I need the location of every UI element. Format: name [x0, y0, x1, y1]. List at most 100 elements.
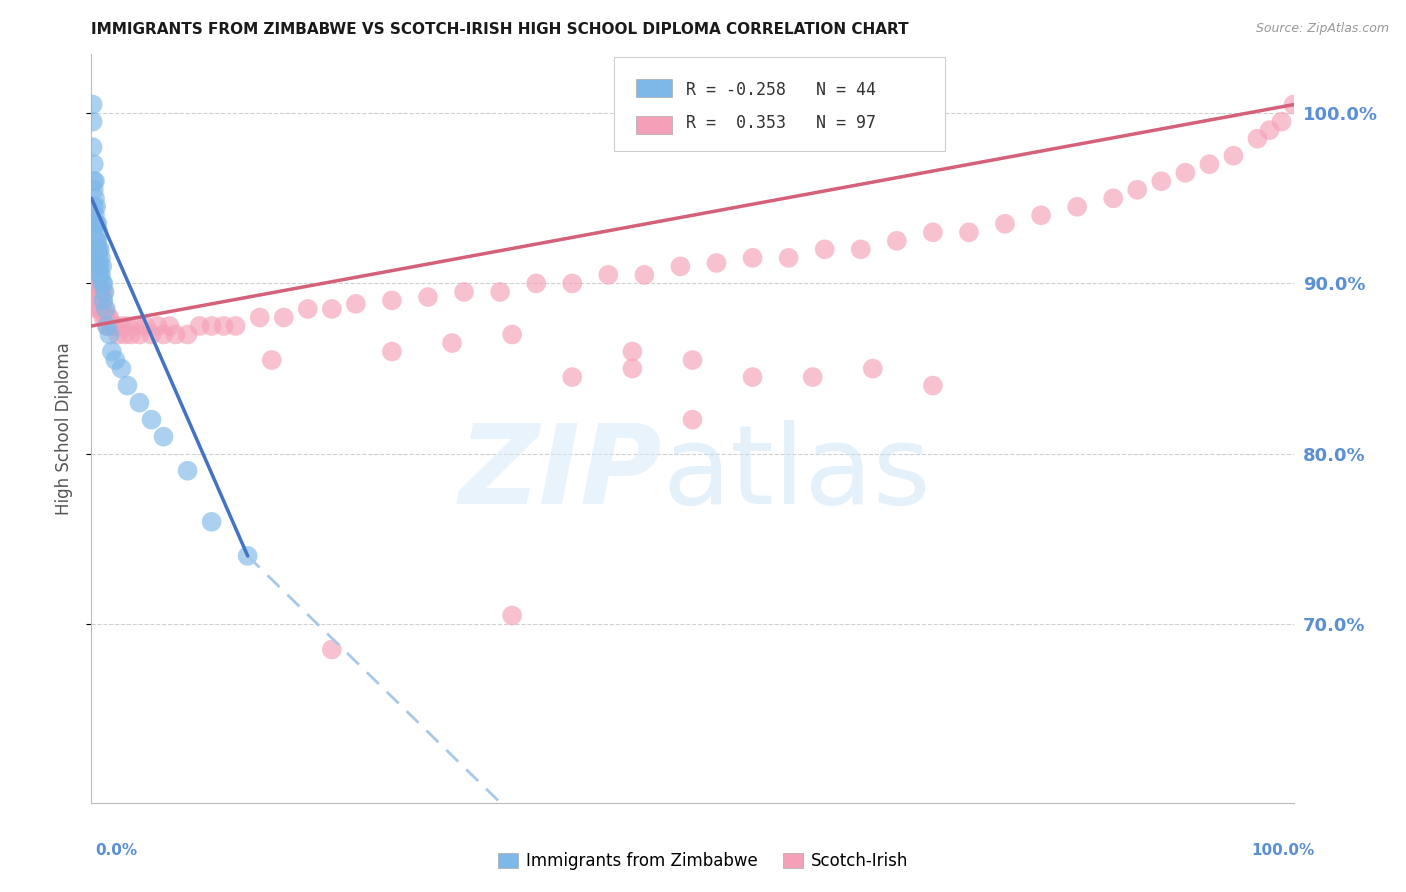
Point [82, 140, 104, 154]
Point [84, 268, 107, 282]
Point [849, 243, 872, 257]
Point [141, 412, 163, 426]
Point [90, 285, 112, 299]
Point [83, 174, 105, 188]
Point [82, 97, 104, 112]
Point [176, 327, 198, 342]
Point [101, 344, 124, 359]
Point [84, 234, 107, 248]
Point [96, 318, 118, 333]
Point [90, 301, 112, 316]
Point [501, 608, 523, 623]
Point [273, 310, 295, 325]
Point [381, 344, 404, 359]
Point [93, 285, 115, 299]
Point [98, 310, 121, 325]
Point [128, 395, 150, 409]
Point [1066, 200, 1088, 214]
Point [1102, 191, 1125, 205]
Point [96, 318, 118, 333]
Point [201, 515, 224, 529]
Point [107, 327, 129, 342]
Point [114, 327, 136, 342]
Point [236, 549, 259, 563]
Point [1222, 149, 1244, 163]
Point [93, 277, 115, 291]
Point [93, 301, 115, 316]
Point [681, 353, 703, 368]
Point [83, 200, 105, 214]
Point [886, 234, 908, 248]
Point [94, 310, 117, 325]
Point [91, 293, 114, 308]
Y-axis label: High School Diploma: High School Diploma [55, 342, 73, 515]
Point [1246, 131, 1268, 145]
Point [86, 234, 108, 248]
Point [84, 174, 107, 188]
Point [82, 114, 104, 128]
Point [97, 310, 120, 325]
Point [84, 191, 107, 205]
Point [249, 310, 271, 325]
Point [489, 285, 512, 299]
Point [1126, 183, 1149, 197]
Point [100, 318, 122, 333]
Point [1174, 166, 1197, 180]
Point [225, 318, 247, 333]
Point [104, 318, 127, 333]
Point [87, 260, 110, 274]
Point [86, 285, 108, 299]
Point [89, 243, 111, 257]
Point [165, 327, 187, 342]
Point [501, 327, 523, 342]
Point [110, 361, 132, 376]
Point [91, 277, 114, 291]
Point [128, 327, 150, 342]
Point [1150, 174, 1173, 188]
Point [87, 225, 110, 239]
Point [1258, 123, 1281, 137]
Point [176, 464, 198, 478]
Point [117, 378, 139, 392]
Point [598, 268, 620, 282]
Text: IMMIGRANTS FROM ZIMBABWE VS SCOTCH-IRISH HIGH SCHOOL DIPLOMA CORRELATION CHART: IMMIGRANTS FROM ZIMBABWE VS SCOTCH-IRISH… [91, 22, 910, 37]
Point [82, 268, 104, 282]
Point [801, 370, 824, 384]
Point [621, 361, 644, 376]
Point [87, 277, 110, 291]
Text: R = -0.258   N = 44: R = -0.258 N = 44 [686, 81, 876, 99]
Point [134, 318, 156, 333]
Point [416, 290, 439, 304]
FancyBboxPatch shape [614, 57, 945, 151]
Point [141, 327, 163, 342]
Point [741, 251, 763, 265]
Point [83, 157, 105, 171]
Point [83, 260, 105, 274]
Point [87, 293, 110, 308]
Point [98, 327, 121, 342]
Point [87, 243, 110, 257]
Point [90, 268, 112, 282]
Point [84, 277, 107, 291]
Point [1282, 97, 1305, 112]
Point [778, 251, 800, 265]
Point [212, 318, 235, 333]
Point [152, 430, 174, 444]
Point [922, 378, 945, 392]
Text: Source: ZipAtlas.com: Source: ZipAtlas.com [1256, 22, 1389, 36]
Point [561, 277, 583, 291]
Point [201, 318, 224, 333]
Point [1198, 157, 1220, 171]
Point [633, 268, 655, 282]
Point [86, 301, 108, 316]
Text: 0.0%: 0.0% [96, 843, 138, 858]
Point [87, 251, 110, 265]
Point [741, 370, 763, 384]
Point [146, 318, 169, 333]
Text: 100.0%: 100.0% [1251, 843, 1315, 858]
Point [89, 301, 111, 316]
Point [814, 243, 837, 257]
Point [381, 293, 404, 308]
Point [94, 301, 117, 316]
Point [86, 217, 108, 231]
